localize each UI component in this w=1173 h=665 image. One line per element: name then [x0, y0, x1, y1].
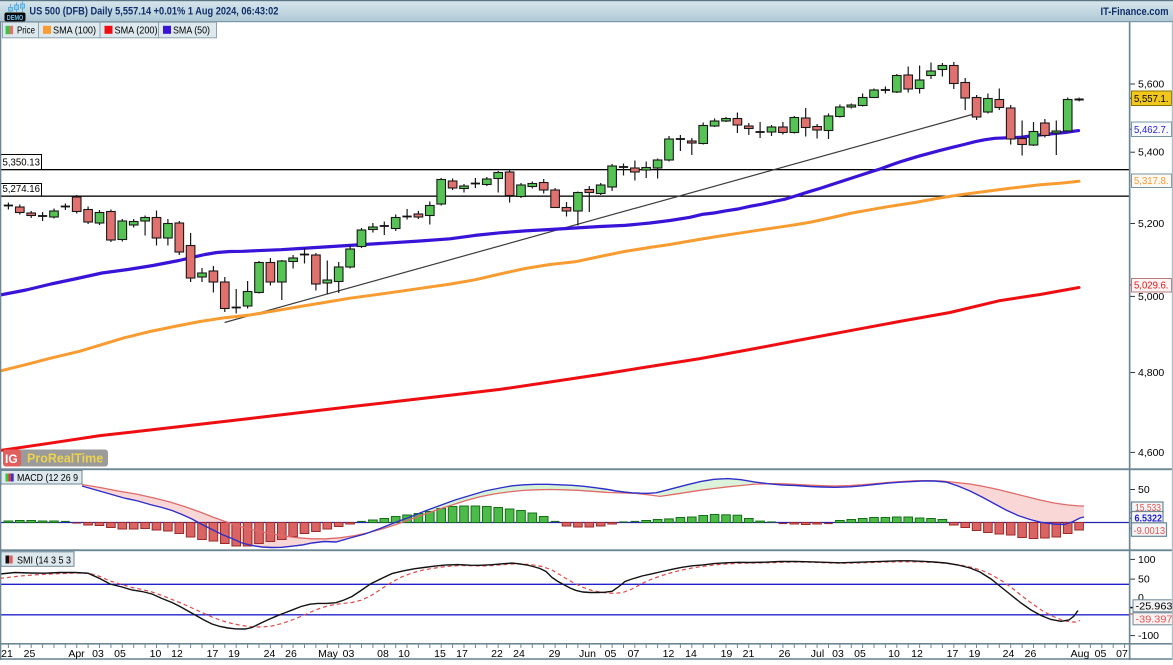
svg-text:19: 19 — [228, 648, 240, 660]
svg-text:May: May — [318, 648, 339, 660]
svg-text:5,029.6.: 5,029.6. — [1134, 280, 1169, 292]
svg-text:17: 17 — [947, 648, 959, 660]
svg-text:-9.0013: -9.0013 — [1134, 525, 1166, 537]
svg-text:SMI (14 3 5 3: SMI (14 3 5 3 — [17, 556, 71, 567]
svg-text:6.5322: 6.5322 — [1135, 512, 1163, 524]
svg-text:0: 0 — [1138, 592, 1144, 604]
svg-text:MACD (12 26 9: MACD (12 26 9 — [17, 473, 78, 484]
svg-text:10: 10 — [888, 648, 900, 660]
svg-text:5,600: 5,600 — [1138, 79, 1164, 91]
svg-text:03: 03 — [92, 648, 104, 660]
svg-text:SMA (100): SMA (100) — [53, 25, 96, 37]
svg-text:26: 26 — [779, 648, 791, 660]
svg-text:IG: IG — [5, 452, 18, 466]
svg-text:4,600: 4,600 — [1138, 447, 1164, 459]
svg-text:5,400: 5,400 — [1138, 147, 1164, 159]
svg-text:5,557.1.: 5,557.1. — [1134, 93, 1169, 105]
svg-text:26: 26 — [1025, 648, 1037, 660]
svg-text:-100: -100 — [1138, 630, 1159, 642]
svg-text:-39.397: -39.397 — [1136, 613, 1173, 625]
svg-text:5,317.8.: 5,317.8. — [1134, 175, 1169, 187]
svg-text:15.533: 15.533 — [1135, 503, 1161, 514]
svg-text:Apr: Apr — [68, 648, 85, 660]
svg-text:US 500 (DFB) Daily 5,557.14 +0: US 500 (DFB) Daily 5,557.14 +0.01% 1 Aug… — [29, 6, 278, 18]
svg-text:19: 19 — [721, 648, 733, 660]
svg-text:10: 10 — [150, 648, 162, 660]
svg-text:ProRealTime: ProRealTime — [27, 452, 103, 466]
svg-text:SMA (200): SMA (200) — [115, 25, 158, 37]
svg-text:17: 17 — [207, 648, 219, 660]
svg-text:5,462.7.: 5,462.7. — [1134, 124, 1169, 136]
svg-text:14: 14 — [685, 648, 697, 660]
svg-text:5,200: 5,200 — [1138, 218, 1164, 230]
svg-text:5,274.16: 5,274.16 — [3, 183, 41, 195]
svg-text:24: 24 — [264, 648, 276, 660]
svg-text:12: 12 — [663, 648, 675, 660]
svg-text:21: 21 — [743, 648, 755, 660]
svg-text:50: 50 — [1138, 574, 1150, 586]
svg-text:26: 26 — [285, 648, 297, 660]
svg-text:10: 10 — [398, 648, 410, 660]
svg-text:IT-Finance.com: IT-Finance.com — [1101, 6, 1169, 18]
svg-text:21: 21 — [1, 648, 13, 660]
svg-text:24: 24 — [513, 648, 525, 660]
svg-text:SMA (50): SMA (50) — [173, 25, 210, 37]
svg-text:DEMO: DEMO — [7, 13, 24, 22]
svg-text:05: 05 — [1095, 648, 1107, 660]
svg-text:12: 12 — [171, 648, 183, 660]
svg-text:Aug: Aug — [1071, 648, 1090, 660]
svg-text:08: 08 — [377, 648, 389, 660]
svg-text:17: 17 — [456, 648, 468, 660]
svg-text:03: 03 — [832, 648, 844, 660]
svg-text:50: 50 — [1138, 484, 1150, 496]
svg-text:25: 25 — [24, 648, 36, 660]
svg-text:05: 05 — [605, 648, 617, 660]
svg-text:03: 03 — [343, 648, 355, 660]
svg-text:100: 100 — [1138, 554, 1156, 566]
svg-text:Jun: Jun — [579, 648, 596, 660]
svg-text:5,350.13: 5,350.13 — [3, 157, 41, 169]
svg-text:05: 05 — [114, 648, 126, 660]
svg-text:07: 07 — [1116, 648, 1128, 660]
svg-text:15: 15 — [434, 648, 446, 660]
svg-text:22: 22 — [491, 648, 503, 660]
svg-text:Jul: Jul — [811, 648, 824, 660]
svg-text:4,800: 4,800 — [1138, 367, 1164, 379]
svg-text:5,000: 5,000 — [1138, 291, 1164, 303]
svg-text:Price: Price — [17, 25, 35, 37]
svg-text:19: 19 — [969, 648, 981, 660]
svg-text:-25.963: -25.963 — [1136, 600, 1173, 612]
svg-text:29: 29 — [549, 648, 561, 660]
svg-text:12: 12 — [911, 648, 923, 660]
svg-text:07: 07 — [628, 648, 640, 660]
svg-text:24: 24 — [1003, 648, 1015, 660]
svg-text:05: 05 — [854, 648, 866, 660]
